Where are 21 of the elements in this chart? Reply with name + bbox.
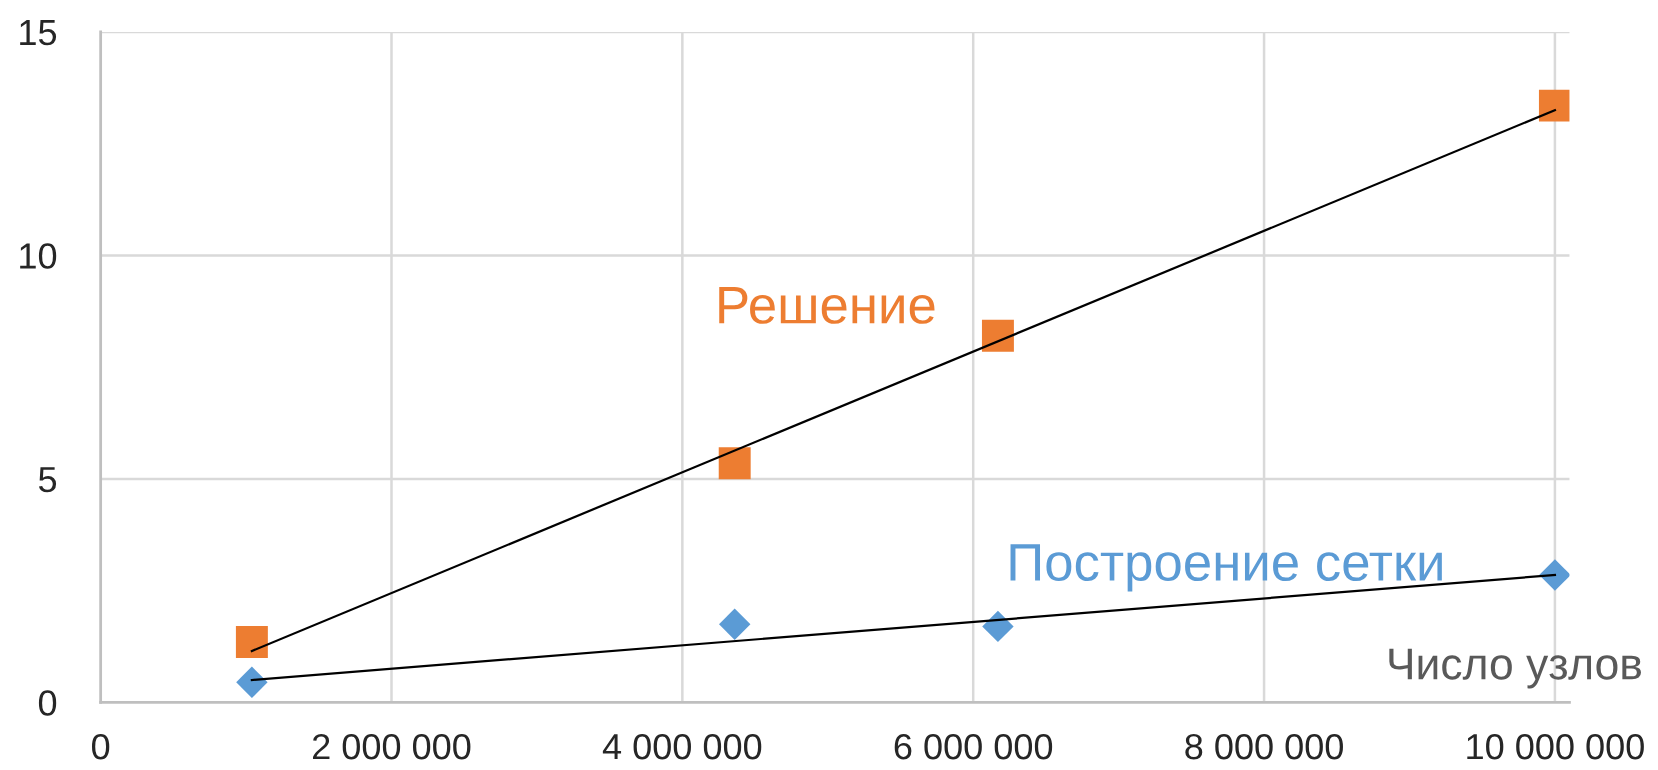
x-tick-label: 6 000 000 — [894, 733, 1053, 760]
point — [718, 447, 751, 480]
series-label: Решение — [719, 287, 935, 324]
point — [982, 610, 1014, 643]
y-tick-label: 0 — [38, 690, 57, 716]
y-tick-label: 10 — [20, 243, 57, 269]
series-label: Построение сетки — [1010, 544, 1442, 592]
x-tick-label: 2 000 000 — [313, 733, 471, 760]
point — [718, 608, 751, 640]
x-tick-label: 0 — [92, 733, 110, 760]
point — [981, 319, 1014, 352]
point — [1539, 559, 1570, 591]
x-axis-title: Число узлов — [1389, 648, 1641, 689]
x-tick-label: 8 000 000 — [1185, 733, 1343, 760]
x-tick-label: 10 000 000 — [1467, 733, 1644, 760]
point — [236, 666, 268, 698]
y-tick-label: 5 — [38, 467, 57, 493]
point — [1538, 89, 1570, 122]
y-tick-label: 15 — [20, 20, 57, 46]
x-tick-label: 4 000 000 — [602, 733, 762, 760]
point — [235, 626, 268, 659]
